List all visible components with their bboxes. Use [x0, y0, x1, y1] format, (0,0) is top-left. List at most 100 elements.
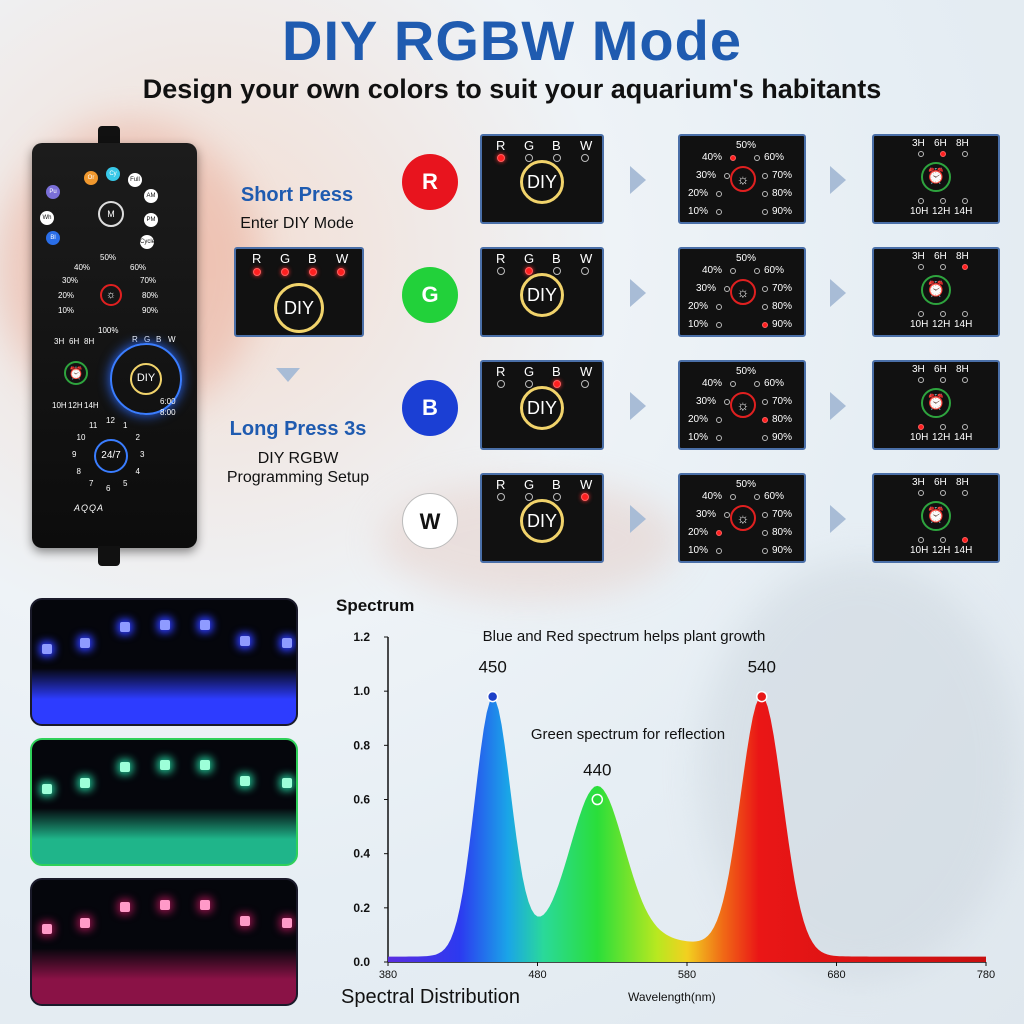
schedule-time-1: 6:00 — [160, 397, 176, 406]
rgbw-panel-label-w: W — [580, 477, 593, 492]
controller-timer-button[interactable]: ⏰ — [64, 361, 88, 385]
timer-dot — [918, 264, 924, 270]
timer-dot — [962, 264, 968, 270]
clock-number: 11 — [89, 420, 98, 430]
light-bar-magenta — [30, 878, 298, 1006]
rgbw-led-b — [553, 267, 561, 275]
timer-label: 6H — [934, 477, 947, 488]
diy-button[interactable]: DIY — [520, 499, 564, 543]
timer-label: 10H — [910, 432, 929, 443]
brightness-level: 80% — [142, 291, 159, 300]
brightness-dot — [730, 268, 736, 274]
timer-dot — [918, 537, 924, 543]
rgbw-panel: R G B W DIY — [480, 247, 604, 337]
timer-label: 3H — [912, 477, 925, 488]
rgbw-panel-label-r: R — [252, 251, 262, 266]
brightness-label: 40% — [702, 378, 723, 389]
brightness-bulb-icon: ☼ — [730, 392, 756, 418]
mode-button-wh[interactable]: Wh — [40, 211, 54, 225]
clock-number: 3 — [140, 450, 145, 459]
long-press-title: Long Press 3s — [229, 418, 367, 440]
brightness-label: 50% — [736, 366, 757, 377]
timer-label: 14H — [954, 319, 973, 330]
y-tick-label: 0.0 — [353, 955, 370, 969]
brightness-label: 80% — [772, 414, 793, 425]
brightness-dot — [724, 173, 730, 179]
led-light — [240, 636, 250, 646]
brightness-label: 20% — [688, 527, 709, 538]
rgbw-led-b — [553, 380, 561, 388]
led-light — [160, 620, 170, 630]
right-arrow-icon — [630, 166, 646, 194]
right-arrow-icon — [830, 279, 846, 307]
short-press-title: Short Press — [240, 184, 354, 206]
brightness-label: 50% — [736, 479, 757, 490]
channel-w-badge: W — [402, 493, 458, 549]
clock-number: 8 — [76, 467, 81, 476]
controller-diy-button[interactable]: DIY — [130, 363, 162, 395]
mode-center-button[interactable]: M — [98, 201, 124, 227]
timer-dot — [940, 311, 946, 317]
brightness-label: 10% — [688, 545, 709, 556]
brightness-dot — [730, 381, 736, 387]
remote-controller: Pu Or Cy Full Wh AM PM Bl Cycle M 10% 20% 30% 40% 50… — [32, 143, 197, 548]
timer-dot — [940, 151, 946, 157]
timer-label: 12H — [932, 319, 951, 330]
brightness-panel: 40% 30% 20% 10% 50% 60% 70% 80% 90% ☼ — [678, 360, 806, 450]
mode-button-pm[interactable]: PM — [144, 213, 158, 227]
rgbw-panel-label-r: R — [496, 364, 506, 379]
diy-button[interactable]: DIY — [274, 283, 324, 333]
rgbw-panel: R G B W DIY — [480, 473, 604, 563]
led-light — [200, 900, 210, 910]
channel-g-badge: G — [402, 267, 458, 323]
mode-button-bl[interactable]: Bl — [46, 231, 60, 245]
timer-hour: 10H — [52, 401, 67, 410]
rgbw-label-b: B — [156, 335, 162, 344]
rgbw-led-b — [309, 268, 317, 276]
timer-label: 14H — [954, 432, 973, 443]
mode-button-pu[interactable]: Pu — [46, 185, 60, 199]
mode-button-or[interactable]: Or — [84, 171, 98, 185]
brightness-label: 10% — [688, 206, 709, 217]
led-light — [42, 644, 52, 654]
mode-button-am[interactable]: AM — [144, 189, 158, 203]
rgbw-panel-label-g: G — [524, 364, 535, 379]
brightness-label: 60% — [764, 152, 785, 163]
brightness-level: 70% — [140, 276, 157, 285]
x-tick-label: 580 — [678, 969, 696, 981]
rgbw-led-r — [253, 268, 261, 276]
timer-dot — [962, 424, 968, 430]
timer-label: 6H — [934, 251, 947, 262]
mode-button-full[interactable]: Full — [128, 173, 142, 187]
timer-dot — [918, 151, 924, 157]
rgbw-led-w — [337, 268, 345, 276]
timer-panel: 3H 6H 8H 10H 12H 14H ⏰ — [872, 473, 1000, 563]
mode-button-cy[interactable]: Cy — [106, 167, 120, 181]
led-light — [200, 760, 210, 770]
brightness-label: 60% — [764, 265, 785, 276]
rgbw-led-g — [525, 267, 533, 275]
clock-24-7-button[interactable]: 24/7 — [94, 439, 128, 473]
timer-dot — [940, 377, 946, 383]
diy-button[interactable]: DIY — [520, 386, 564, 430]
right-arrow-icon — [630, 279, 646, 307]
diy-button[interactable]: DIY — [520, 160, 564, 204]
rgbw-led-r — [497, 380, 505, 388]
brightness-dot — [716, 548, 722, 554]
rgbw-led-b — [553, 493, 561, 501]
brightness-dot — [762, 304, 768, 310]
rgbw-led-r — [497, 493, 505, 501]
timer-label: 3H — [912, 364, 925, 375]
timer-dot — [962, 198, 968, 204]
brightness-bulb-button[interactable]: ☼ — [100, 284, 122, 306]
brightness-label: 40% — [702, 152, 723, 163]
rgbw-panel-label-b: B — [552, 138, 561, 153]
y-tick-label: 1.2 — [353, 630, 370, 644]
led-light — [80, 918, 90, 928]
brightness-label: 50% — [736, 253, 757, 264]
diy-button[interactable]: DIY — [520, 273, 564, 317]
clock-number: 4 — [135, 467, 140, 476]
x-tick-label: 480 — [528, 969, 546, 981]
mode-button-cycle[interactable]: Cycle — [140, 235, 155, 249]
reference-diy-panel: R G B W DIY — [234, 247, 364, 337]
